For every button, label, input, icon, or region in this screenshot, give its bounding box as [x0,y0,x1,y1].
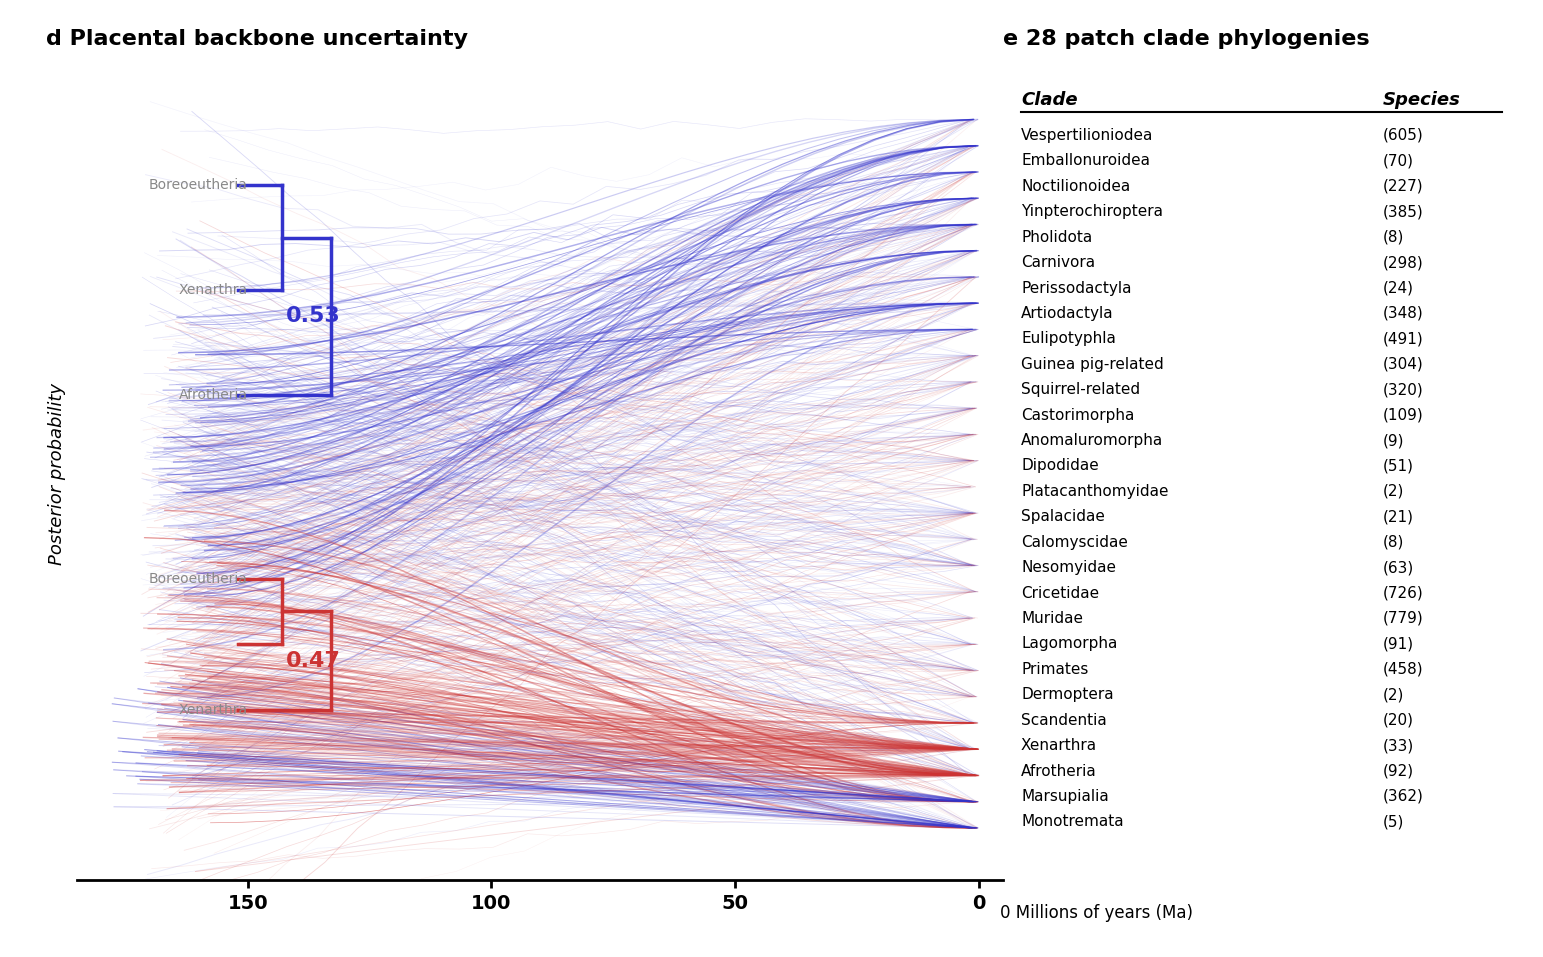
Text: (304): (304) [1383,357,1424,371]
Text: (2): (2) [1383,687,1404,702]
Text: Scandentia: Scandentia [1021,713,1106,727]
Text: (348): (348) [1383,306,1424,321]
Text: Muridae: Muridae [1021,611,1083,626]
Text: Marsupialia: Marsupialia [1021,789,1109,804]
Text: (24): (24) [1383,280,1413,296]
Text: (320): (320) [1383,382,1424,397]
Text: Eulipotyphla: Eulipotyphla [1021,331,1116,346]
Text: 0.47: 0.47 [285,651,341,671]
Text: Guinea pig-related: Guinea pig-related [1021,357,1163,371]
Text: Xenarthra: Xenarthra [1021,738,1097,753]
Y-axis label: Posterior probability: Posterior probability [48,383,66,565]
Text: Pholidota: Pholidota [1021,230,1092,245]
Text: (362): (362) [1383,789,1424,804]
Text: Carnivora: Carnivora [1021,256,1096,270]
Text: (726): (726) [1383,586,1424,601]
Text: (33): (33) [1383,738,1413,753]
Text: Monotremata: Monotremata [1021,814,1123,830]
Text: (605): (605) [1383,128,1424,143]
Text: (5): (5) [1383,814,1404,830]
Text: Yinpterochiroptera: Yinpterochiroptera [1021,204,1163,219]
Text: (21): (21) [1383,509,1413,524]
Text: e 28 patch clade phylogenies: e 28 patch clade phylogenies [1003,29,1370,49]
Text: (491): (491) [1383,331,1424,346]
Text: Anomaluromorpha: Anomaluromorpha [1021,433,1163,448]
Text: Artiodactyla: Artiodactyla [1021,306,1114,321]
Text: (20): (20) [1383,713,1413,727]
Text: (779): (779) [1383,611,1424,626]
Text: d Placental backbone uncertainty: d Placental backbone uncertainty [46,29,468,49]
Text: Spalacidae: Spalacidae [1021,509,1105,524]
Text: (385): (385) [1383,204,1424,219]
Text: Castorimorpha: Castorimorpha [1021,408,1134,423]
Text: Emballonuroidea: Emballonuroidea [1021,153,1150,168]
Text: Xenarthra: Xenarthra [179,702,248,717]
Text: (298): (298) [1383,256,1424,270]
Text: Clade: Clade [1021,91,1077,109]
Text: 0 Millions of years (Ma): 0 Millions of years (Ma) [1000,904,1193,923]
Text: Dipodidae: Dipodidae [1021,458,1099,474]
Text: Squirrel-related: Squirrel-related [1021,382,1140,397]
Text: (109): (109) [1383,408,1424,423]
Text: Cricetidae: Cricetidae [1021,586,1099,601]
Text: Species: Species [1383,91,1461,109]
Text: Noctilionoidea: Noctilionoidea [1021,179,1131,194]
Text: Calomyscidae: Calomyscidae [1021,535,1128,549]
Text: Boreoeutheria: Boreoeutheria [148,571,248,586]
Text: (227): (227) [1383,179,1424,194]
Text: (8): (8) [1383,230,1404,245]
Text: (458): (458) [1383,662,1424,677]
Text: Primates: Primates [1021,662,1088,677]
Text: Dermoptera: Dermoptera [1021,687,1114,702]
Text: (8): (8) [1383,535,1404,549]
Text: (63): (63) [1383,560,1413,575]
Text: Platacanthomyidae: Platacanthomyidae [1021,484,1168,499]
Text: (51): (51) [1383,458,1413,474]
Text: 0.53: 0.53 [285,306,341,326]
Text: Lagomorpha: Lagomorpha [1021,636,1117,652]
Text: (92): (92) [1383,764,1413,778]
Text: Afrotheria: Afrotheria [1021,764,1097,778]
Text: (91): (91) [1383,636,1413,652]
Text: (2): (2) [1383,484,1404,499]
Text: Afrotheria: Afrotheria [179,388,248,402]
Text: (70): (70) [1383,153,1413,168]
Text: Nesomyidae: Nesomyidae [1021,560,1116,575]
Text: Vespertilioniodea: Vespertilioniodea [1021,128,1153,143]
Text: (9): (9) [1383,433,1404,448]
Text: Boreoeutheria: Boreoeutheria [148,178,248,192]
Text: Xenarthra: Xenarthra [179,283,248,297]
Text: Perissodactyla: Perissodactyla [1021,280,1131,296]
